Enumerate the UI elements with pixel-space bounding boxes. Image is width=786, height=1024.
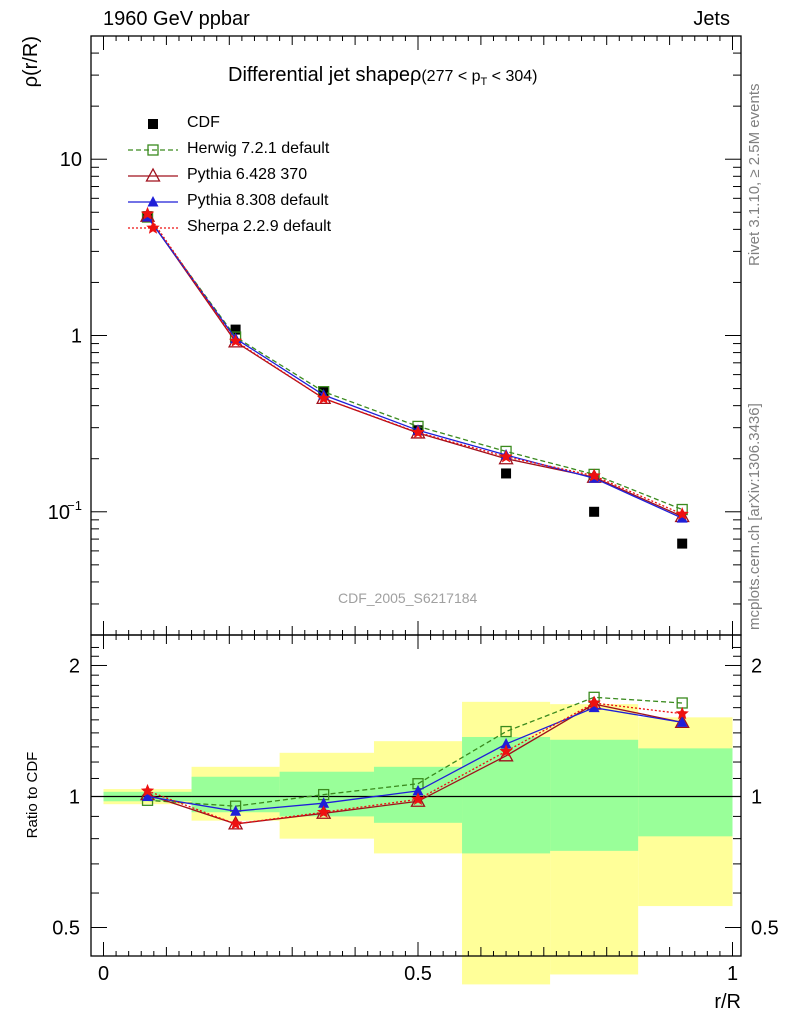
x-axis-label: r/R [714, 991, 741, 1013]
main-data-point [675, 507, 689, 520]
legend-label-sherpa: Sherpa 2.2.9 default [187, 218, 332, 235]
legend-marker [148, 119, 158, 129]
main-data-point [589, 506, 600, 517]
ratio-data-point [675, 706, 689, 720]
main-data-point [411, 425, 425, 439]
main-series-line [146, 216, 683, 519]
main-series-2 [139, 207, 690, 523]
main-data-point [140, 206, 155, 220]
y-tick-label-ratio-left: 2 [69, 655, 80, 677]
ratio-data-point [499, 744, 513, 757]
main-data-point [499, 449, 513, 463]
x-tick-label: 0.5 [404, 963, 432, 985]
band-green-6 [638, 748, 733, 837]
main-series-4 [140, 206, 689, 520]
x-tick-label: 1 [727, 963, 738, 985]
y-tick-label-main: 10 [48, 502, 70, 524]
ratio-data-point [587, 696, 601, 709]
y-axis-label-ratio: Ratio to CDF [24, 752, 41, 839]
legend-label-herwig: Herwig 7.2.1 default [187, 140, 330, 157]
ratio-data-point [142, 790, 154, 801]
main-series-0 [142, 211, 688, 549]
y-axis-label-main: ρ(r/R) [20, 36, 42, 87]
rivet-version-label: Rivet 3.1.10, ≥ 2.5M events [746, 83, 763, 267]
legend-label-pythia6: Pythia 6.428 370 [187, 166, 308, 183]
legend-marker [145, 167, 161, 182]
chart-title-main: Differential jet shapeρ [228, 64, 422, 86]
ratio-data-point [676, 716, 688, 727]
header-observable: Jets [693, 8, 730, 30]
chart-title: Differential jet shapeρ(277 < pT < 304) [228, 64, 538, 88]
y-tick-label-ratio-right: 0.5 [751, 917, 779, 939]
ratio-data-point [412, 784, 424, 796]
ratio-uncertainty-bands [103, 701, 733, 985]
main-series-line [146, 216, 683, 511]
ratio-frame [90, 634, 742, 957]
y-tick-label-ratio-left: 1 [69, 786, 80, 808]
x-tick-label: 0 [98, 963, 109, 985]
main-series-line [146, 213, 683, 515]
x-ticks [103, 36, 733, 956]
main-data-point [677, 538, 688, 549]
y-tick-label-main: 1 [71, 326, 82, 348]
main-data-point [501, 468, 512, 479]
ratio-data-point [318, 797, 330, 808]
ratio-data-point [500, 738, 512, 749]
analysis-watermark: CDF_2005_S6217184 [338, 590, 478, 606]
legend-label-cdf: CDF [187, 114, 220, 131]
main-data-point [676, 512, 688, 523]
legend-marker [146, 221, 160, 234]
main-series-3 [142, 211, 688, 523]
main-series-line [146, 215, 683, 518]
y-tick-label-ratio-left: 0.5 [52, 917, 80, 939]
legend-marker [147, 196, 159, 207]
legend-marker [147, 144, 159, 156]
header-process: 1960 GeV ppbar [103, 8, 250, 30]
legend-symbols [128, 119, 178, 234]
ratio-data-point [411, 792, 425, 805]
ratio-data-point [230, 805, 242, 816]
legend-label-pythia8: Pythia 8.308 default [187, 192, 329, 209]
ratio-data-point [228, 816, 243, 830]
ratio-data-point [317, 805, 331, 818]
y-tick-label-main: 10 [60, 149, 82, 171]
main-data-point [317, 391, 331, 404]
ratio-series-2 [142, 701, 688, 816]
y-tick-label-main-exponent: −1 [67, 498, 82, 513]
mcplots-label: mcplots.cern.ch [arXiv:1306.3436] [746, 403, 763, 630]
ratio-data-point [500, 725, 512, 738]
ratio-data-point [140, 783, 155, 797]
chart-title-cut: (277 < pT < 304) [421, 68, 538, 89]
y-ticks-ratio [91, 646, 741, 928]
y-ticks-main [91, 35, 741, 636]
ratio-series-3 [140, 696, 689, 830]
ratio-data-point [588, 701, 600, 713]
main-data-point [230, 324, 241, 335]
main-data-point [587, 468, 601, 482]
ratio-data-point [410, 792, 426, 807]
y-tick-label-ratio-right: 2 [751, 655, 762, 677]
y-tick-label-ratio-right: 1 [751, 786, 762, 808]
main-series-1 [141, 211, 688, 516]
band-green-5 [550, 739, 639, 851]
main-data-point [228, 334, 243, 347]
